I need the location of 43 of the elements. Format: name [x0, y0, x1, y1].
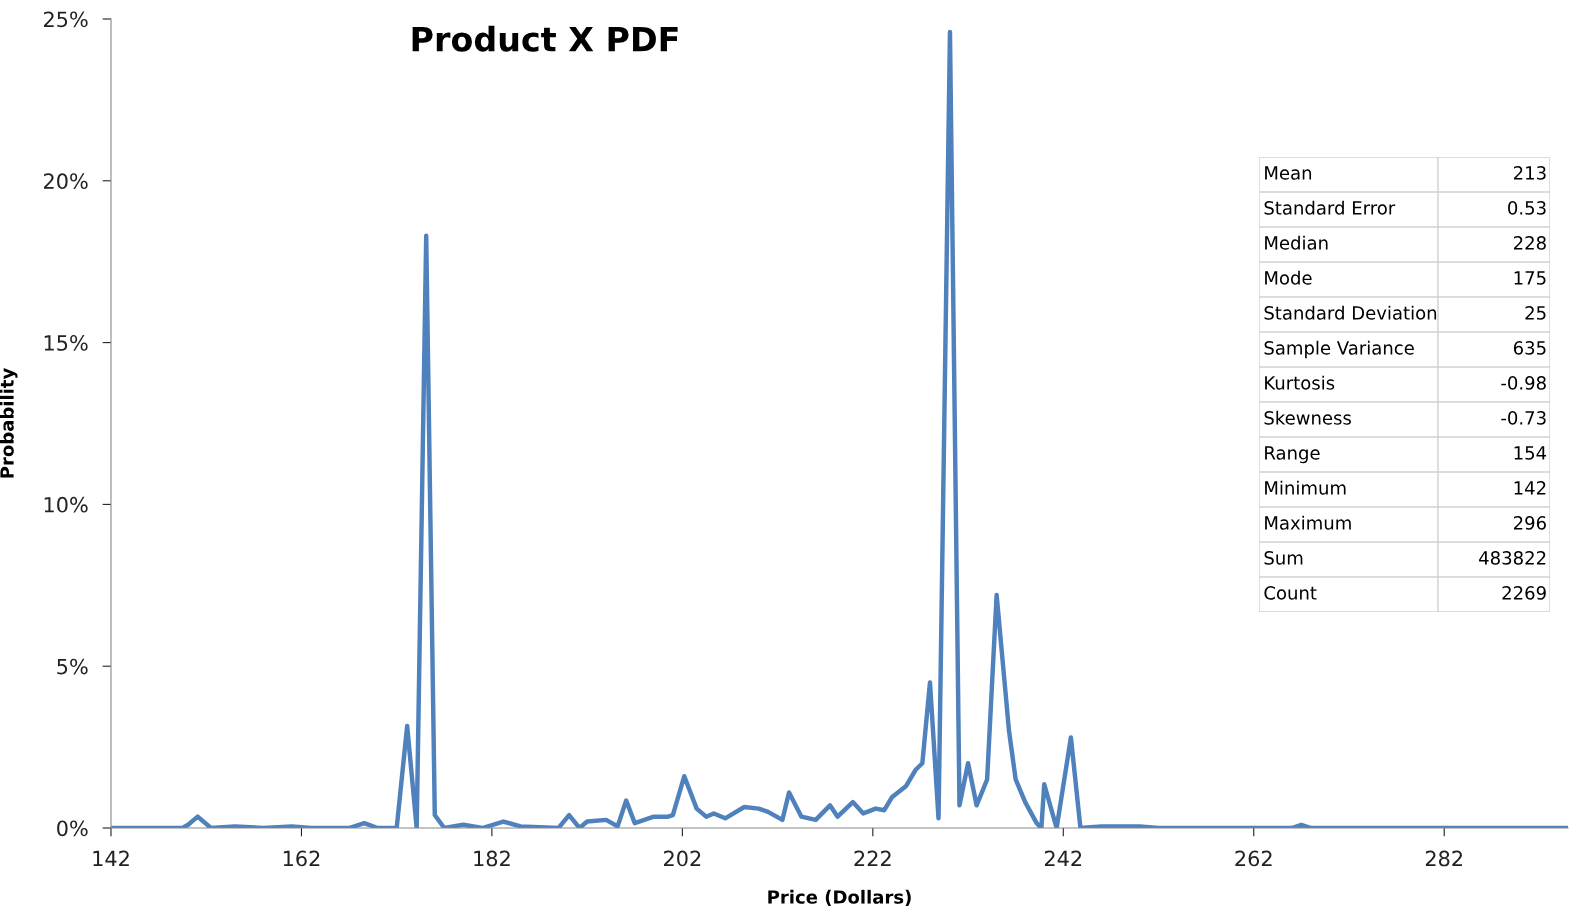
- annotation: 142: [1514, 481, 1546, 495]
- x-tick-label: 202: [664, 850, 701, 867]
- annotation: Range: [1265, 446, 1320, 464]
- annotation: 25: [1525, 306, 1546, 320]
- annotation: 213: [1513, 166, 1546, 180]
- x-tick-label: 242: [1044, 850, 1082, 867]
- x-tick-label: 282: [1425, 850, 1462, 867]
- chart-title: Product X PDF: [412, 25, 678, 52]
- annotation: -0.73: [1501, 411, 1546, 425]
- annotation: 635: [1513, 341, 1546, 355]
- annotation: -0.98: [1501, 376, 1546, 390]
- annotation: Median: [1265, 235, 1328, 250]
- x-tick-label: 222: [854, 850, 891, 867]
- y-tick-label: 15%: [44, 335, 88, 351]
- annotation: 2269: [1502, 586, 1546, 600]
- annotation: Count: [1264, 586, 1317, 600]
- x-axis-title: Price (Dollars): [768, 889, 911, 906]
- y-tick-label: 0%: [57, 820, 88, 837]
- annotation: 228: [1513, 236, 1546, 250]
- annotation: Mean: [1265, 166, 1312, 180]
- y-tick-label: 20%: [44, 173, 88, 190]
- annotation: Sum: [1264, 551, 1303, 565]
- annotation: Sample Variance: [1264, 340, 1414, 359]
- annotation: 175: [1514, 271, 1546, 285]
- y-tick-label: 10%: [44, 496, 88, 513]
- annotation: Skewness: [1264, 410, 1351, 425]
- annotation: Mode: [1265, 270, 1312, 285]
- annotation: Kurtosis: [1265, 375, 1335, 390]
- annotation: Standard Error: [1264, 200, 1396, 215]
- annotation: 154: [1514, 446, 1547, 460]
- y-axis-title: Probability: [0, 368, 18, 478]
- y-tick-label: 5%: [57, 658, 88, 675]
- x-tick-label: 142: [93, 850, 129, 867]
- annotation: 483822: [1479, 551, 1546, 565]
- annotation: Standard Deviation: [1264, 305, 1437, 320]
- annotation: Minimum: [1265, 480, 1346, 495]
- x-tick-label: 262: [1235, 850, 1272, 867]
- y-tick-label: 25%: [44, 11, 88, 28]
- annotation: 296: [1513, 516, 1546, 530]
- x-tick-label: 162: [283, 850, 320, 867]
- annotation: Maximum: [1265, 515, 1351, 530]
- annotation: 0.53: [1508, 201, 1546, 215]
- x-tick-label: 182: [474, 850, 510, 867]
